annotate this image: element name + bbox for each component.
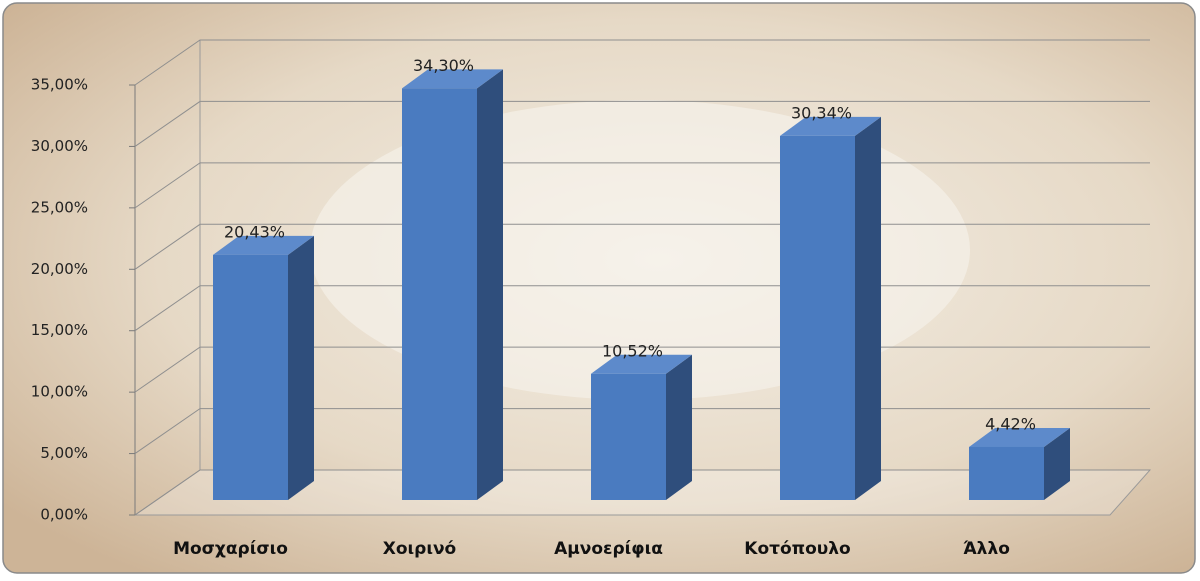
y-tick-label: 25,00% (31, 198, 88, 216)
y-tick-label: 35,00% (31, 76, 88, 94)
x-tick-label: Κοτόπουλο (744, 539, 850, 559)
chart: 0,00% 5,00% 10,00% 15,00% 20,00% 25,00% 30,00%… (0, 0, 1200, 577)
value-label: 20,43% (224, 222, 285, 241)
x-tick-label: Άλλο (963, 539, 1010, 559)
y-tick-label: 15,00% (31, 321, 88, 339)
bar-side (855, 117, 881, 500)
y-tick-label: 0,00% (40, 506, 88, 524)
bar (591, 374, 666, 500)
y-tick-label: 30,00% (31, 137, 88, 155)
bar (402, 88, 477, 500)
value-label: 30,34% (791, 103, 852, 122)
bar-side (288, 236, 314, 500)
y-tick-label: 20,00% (31, 260, 88, 278)
bar-side (666, 355, 692, 500)
x-tick-label: Μοσχαρίσιο (173, 539, 288, 559)
x-tick-label: Χοιρινό (383, 539, 456, 559)
bar (780, 136, 855, 500)
bar-side (477, 69, 503, 500)
bar (969, 447, 1044, 500)
y-tick-label: 5,00% (40, 444, 88, 462)
value-label: 4,42% (985, 414, 1036, 433)
value-label: 10,52% (602, 341, 663, 360)
y-tick-label: 10,00% (31, 383, 88, 401)
x-tick-label: Αμνοερίφια (554, 539, 663, 559)
value-label: 34,30% (413, 56, 474, 75)
bar (213, 255, 288, 500)
